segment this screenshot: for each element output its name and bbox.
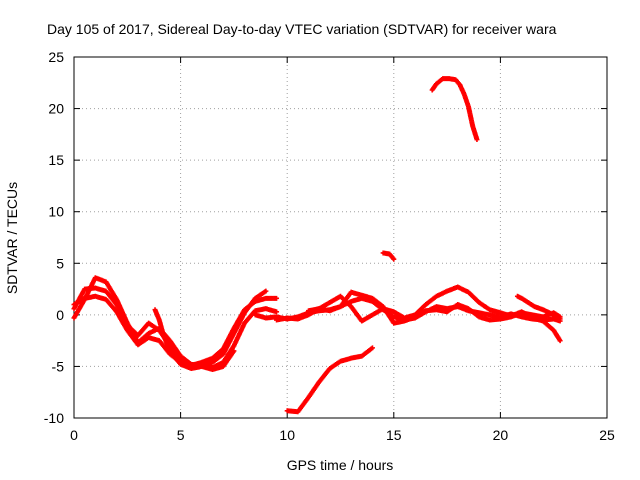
data-point [391, 256, 397, 262]
series-track-9 [380, 250, 397, 262]
series-track-11 [514, 293, 563, 322]
y-tick-label: 15 [48, 152, 64, 168]
y-tick-label: 0 [56, 307, 64, 323]
axis-ticks [73, 56, 608, 419]
x-tick-labels: 0 5 10 15 20 25 [70, 427, 615, 443]
x-tick-label: 5 [177, 427, 185, 443]
x-tick-label: 20 [493, 427, 509, 443]
y-tick-label: 25 [48, 49, 64, 65]
data-point [263, 288, 269, 294]
data-point [274, 309, 280, 315]
y-tick-label: -5 [52, 358, 65, 374]
x-tick-label: 25 [599, 427, 615, 443]
x-tick-label: 10 [279, 427, 295, 443]
y-tick-label: -10 [44, 410, 64, 426]
data-marks [71, 76, 563, 415]
grid-lines [74, 57, 607, 418]
plot-frame [73, 56, 608, 419]
data-point [474, 137, 480, 143]
x-tick-label: 15 [386, 427, 402, 443]
y-tick-label: 20 [48, 101, 64, 117]
series-track-10 [429, 76, 480, 143]
series-track-4 [152, 307, 237, 373]
series-track-8 [284, 345, 375, 415]
data-point [557, 316, 563, 322]
data-point [231, 348, 237, 354]
data-point [369, 345, 375, 351]
chart-title: Day 105 of 2017, Sidereal Day-to-day VTE… [47, 21, 557, 37]
data-point [557, 338, 563, 344]
y-tick-labels: -10 -5 0 5 10 15 20 25 [44, 49, 64, 426]
x-tick-label: 0 [70, 427, 78, 443]
y-tick-label: 5 [56, 255, 64, 271]
x-axis-label: GPS time / hours [287, 457, 394, 473]
y-axis-label: SDTVAR / TECUs [4, 182, 20, 294]
series-track-7 [306, 289, 563, 326]
y-tick-label: 10 [48, 204, 64, 220]
data-point [274, 295, 280, 301]
